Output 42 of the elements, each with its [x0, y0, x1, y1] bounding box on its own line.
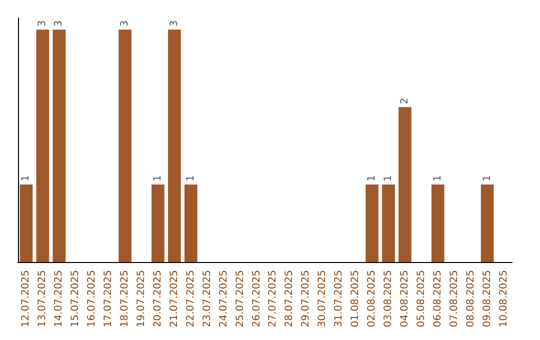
x-tick-label: 27.07.2025	[268, 270, 279, 328]
x-tick-label: 07.08.2025	[448, 270, 460, 328]
x-tick-label: 10.08.2025	[498, 270, 510, 328]
x-tick-label: 28.07.2025	[284, 270, 296, 328]
x-tick-label: 25.07.2025	[234, 270, 246, 328]
x-tick-label: 30.07.2025	[317, 270, 328, 328]
x-tick-label: 24.07.2025	[218, 270, 230, 328]
data-label: 3	[168, 20, 180, 27]
x-tick-label: 15.07.2025	[70, 270, 82, 328]
x-tick-label: 26.07.2025	[251, 270, 262, 328]
data-label: 1	[185, 175, 196, 182]
data-label: 1	[366, 175, 378, 182]
x-tick-label: 18.07.2025	[120, 270, 131, 328]
x-tick-label: 17.07.2025	[103, 270, 114, 328]
x-tick-label: 03.08.2025	[383, 270, 394, 328]
x-tick-label: 20.07.2025	[152, 270, 164, 328]
x-tick-label: 02.08.2025	[366, 270, 378, 328]
x-tick-label: 05.08.2025	[416, 270, 427, 328]
data-label: 1	[152, 175, 164, 182]
x-tick-label: 19.07.2025	[136, 270, 147, 328]
data-label: 1	[20, 175, 32, 182]
x-tick-label: 08.08.2025	[465, 270, 476, 328]
data-label: 1	[383, 175, 394, 182]
x-tick-label: 01.08.2025	[350, 270, 362, 328]
data-label: 3	[37, 20, 48, 27]
x-tick-label: 13.07.2025	[37, 270, 48, 328]
data-label: 2	[399, 98, 410, 104]
x-tick-label: 14.07.2025	[54, 270, 65, 328]
x-tick-label: 22.07.2025	[185, 270, 196, 328]
x-tick-label: 12.07.2025	[20, 270, 32, 328]
x-tick-label: 09.08.2025	[482, 270, 493, 328]
x-tick-label: 31.07.2025	[334, 270, 345, 328]
x-tick-label: 04.08.2025	[399, 270, 410, 328]
data-label: 1	[432, 175, 444, 182]
data-label: 3	[120, 20, 131, 27]
x-tick-label: 29.07.2025	[300, 270, 312, 328]
data-label: 1	[482, 175, 493, 182]
x-tick-label: 23.07.2025	[202, 270, 213, 328]
x-tick-label: 16.07.2025	[86, 270, 98, 328]
data-label: 3	[54, 20, 65, 27]
x-tick-label: 06.08.2025	[432, 270, 444, 328]
x-tick-label: 21.07.2025	[168, 270, 180, 328]
